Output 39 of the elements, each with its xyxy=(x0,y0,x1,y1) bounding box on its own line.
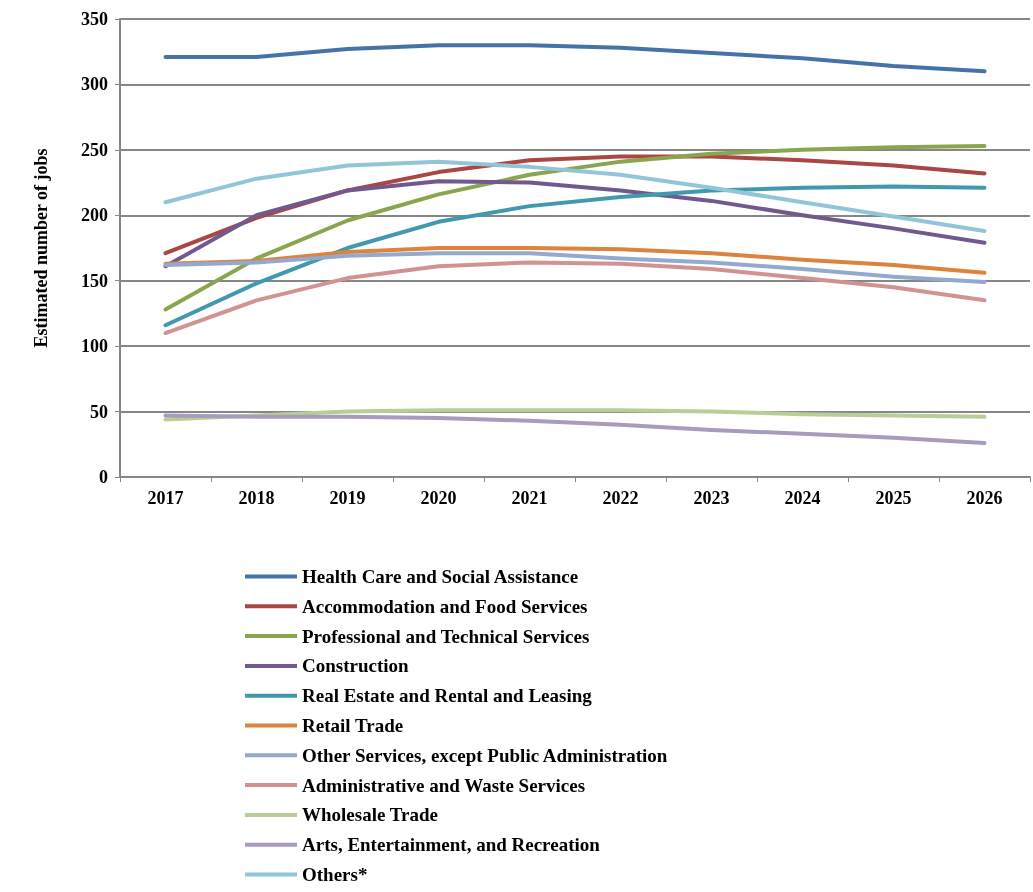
y-tick-label: 150 xyxy=(81,270,108,291)
legend-label: Others* xyxy=(302,864,368,885)
y-tick-label: 100 xyxy=(81,336,108,357)
x-tick-label: 2019 xyxy=(329,488,366,508)
line-series xyxy=(163,179,987,269)
x-tick-label: 2025 xyxy=(875,488,912,508)
legend-label: Administrative and Waste Services xyxy=(302,774,586,796)
line-series xyxy=(163,184,987,328)
y-tick-label: 300 xyxy=(81,74,108,95)
legend-label: Professional and Technical Services xyxy=(302,625,590,647)
line-series xyxy=(163,260,987,336)
y-tick-label: 200 xyxy=(81,205,108,226)
legend-label: Health Care and Social Assistance xyxy=(302,566,579,587)
x-tick-label: 2021 xyxy=(511,488,548,508)
x-tick-label: 2017 xyxy=(147,488,184,508)
legend-label: Retail Trade xyxy=(302,715,404,736)
line-series xyxy=(163,408,987,422)
x-tick-label: 2026 xyxy=(966,488,1003,508)
legend-label: Arts, Entertainment, and Recreation xyxy=(302,834,601,856)
legend-label: Other Services, except Public Administration xyxy=(302,744,668,766)
x-tick-label: 2023 xyxy=(693,488,730,508)
line-series xyxy=(163,143,987,312)
x-tick-label: 2024 xyxy=(784,488,821,508)
y-tick-label: 50 xyxy=(90,401,108,422)
y-axis-title: Estimated number of jobs xyxy=(31,148,51,348)
legend-label: Real Estate and Rental and Leasing xyxy=(302,685,593,707)
line-series xyxy=(163,159,987,233)
legend-label: Construction xyxy=(302,655,410,677)
line-series xyxy=(163,43,987,74)
y-tick-label: 350 xyxy=(81,9,108,29)
y-tick-label: 250 xyxy=(81,139,108,160)
x-tick-label: 2022 xyxy=(602,488,639,508)
legend-label: Accommodation and Food Services xyxy=(302,595,588,617)
line-series xyxy=(163,251,987,285)
y-tick-label: 0 xyxy=(99,467,108,487)
line-series xyxy=(163,413,987,445)
x-tick-label: 2018 xyxy=(238,488,275,508)
x-tick-label: 2020 xyxy=(420,488,457,508)
legend-label: Wholesale Trade xyxy=(302,804,438,826)
